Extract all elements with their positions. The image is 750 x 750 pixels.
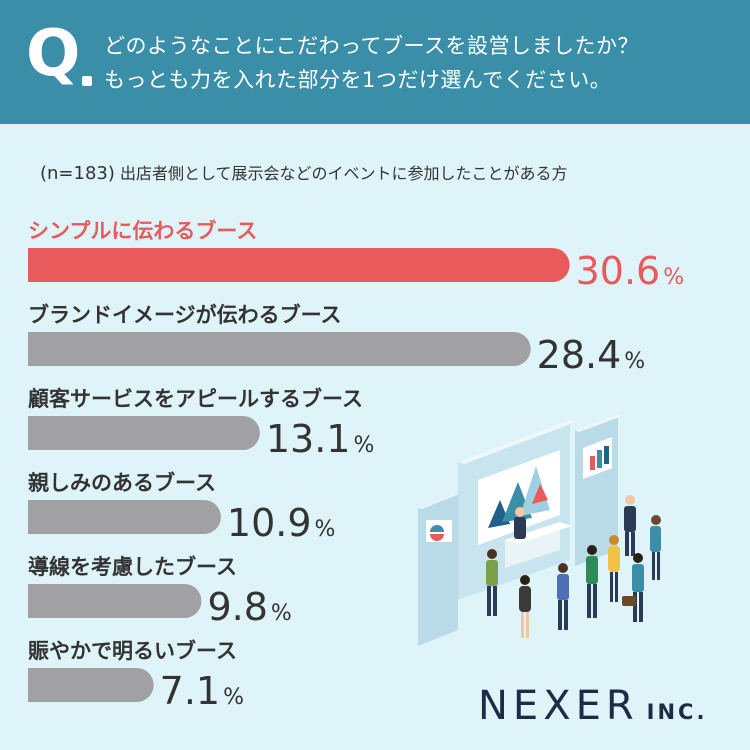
respondent-description: 出店者側として展示会などのイベントに参加したことがある方 (120, 164, 568, 183)
bar-category-label: 顧客サービスをアピールするブース (28, 387, 363, 411)
bar-value-label: 28.4% (537, 333, 646, 377)
bar (28, 416, 260, 450)
question-line-2: もっとも力を入れた部分を1つだけ選んでください。 (104, 68, 612, 92)
q-mark: Q (26, 17, 81, 91)
logo-suffix: INC. (646, 700, 708, 724)
bar-category-label: ブランドイメージが伝わるブース (28, 303, 342, 327)
bar-value-label: 13.1% (266, 417, 375, 461)
bar (28, 248, 570, 282)
bar-category-label: 賑やかで明るいブース (28, 639, 237, 663)
bar-value-label: 10.9% (227, 501, 336, 545)
bar-base (28, 332, 62, 366)
bar-value-label: 9.8% (207, 585, 291, 629)
sample-size: (n=183) (40, 163, 115, 184)
bar-base (28, 668, 62, 702)
bar-category-label: 親しみのあるブース (28, 471, 216, 495)
bar-base (28, 500, 62, 534)
bar (28, 584, 202, 618)
bar-category-label: 導線を考慮したブース (28, 555, 237, 579)
respondent-note: (n=183) 出店者側として展示会などのイベントに参加したことがある方 (40, 160, 568, 184)
bar (28, 332, 531, 366)
bar-value-label: 30.6% (576, 249, 685, 293)
question-header: Q どのようなことにこだわってブースを設営しましたか？ もっとも力を入れた部分を… (0, 0, 750, 124)
bar-base (28, 248, 62, 282)
bar-base (28, 584, 62, 618)
exhibition-booth-illustration (418, 414, 661, 646)
q-dot (82, 76, 92, 86)
nexer-logo: NEXER INC. (478, 683, 707, 729)
bar-category-label: シンプルに伝わるブース (28, 219, 257, 243)
logo-main: NEXER (478, 683, 639, 729)
bar (28, 500, 221, 534)
bar-value-label: 7.1% (160, 669, 244, 713)
question-line-1: どのようなことにこだわってブースを設営しましたか？ (104, 34, 639, 58)
bar-base (28, 416, 62, 450)
